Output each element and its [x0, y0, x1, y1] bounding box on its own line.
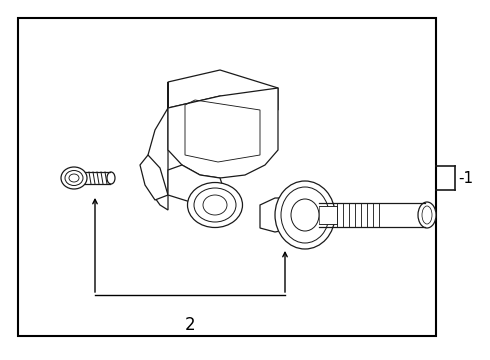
Text: 2: 2	[185, 316, 196, 334]
Ellipse shape	[107, 172, 115, 184]
Bar	[18, 18, 436, 336]
Ellipse shape	[61, 167, 87, 189]
Ellipse shape	[418, 202, 436, 228]
Polygon shape	[168, 165, 230, 210]
Bar	[319, 206, 337, 224]
Polygon shape	[140, 155, 168, 200]
Ellipse shape	[291, 199, 319, 231]
Polygon shape	[148, 82, 168, 210]
Polygon shape	[260, 198, 285, 232]
Text: -1: -1	[458, 171, 473, 185]
Polygon shape	[168, 70, 278, 110]
Ellipse shape	[275, 181, 335, 249]
Polygon shape	[168, 88, 278, 178]
Ellipse shape	[188, 183, 243, 228]
